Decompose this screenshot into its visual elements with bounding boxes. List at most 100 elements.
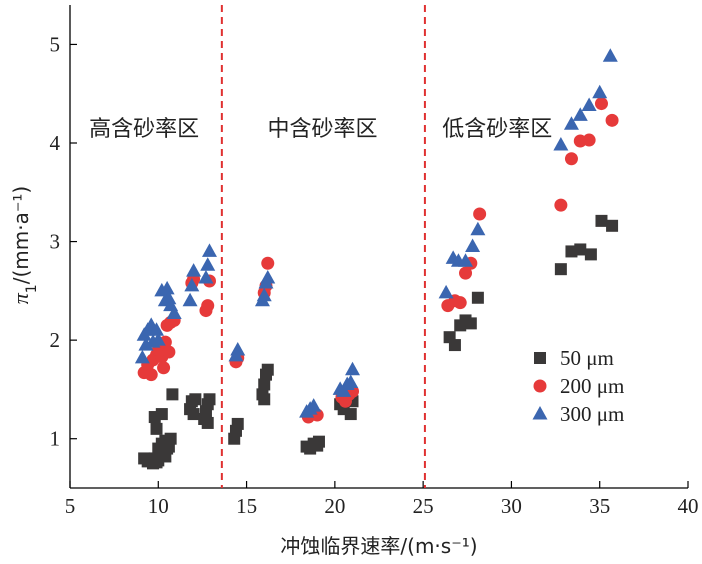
legend-label: 50 μm <box>560 346 614 370</box>
zone-label: 高含砂率区 <box>89 117 199 142</box>
legend-marker-square <box>534 352 546 364</box>
plot-frame <box>69 5 688 489</box>
data-point-circle <box>459 266 473 280</box>
data-point-square <box>201 416 214 429</box>
y-ticks: 1 2 3 4 5 <box>50 32 77 451</box>
data-point-triangle <box>166 305 182 320</box>
data-point-triangle <box>134 349 150 364</box>
x-tick-label: 35 <box>589 494 610 518</box>
data-point-circle <box>453 296 467 310</box>
data-point-triangle <box>336 383 352 397</box>
data-point-square <box>203 393 216 406</box>
data-point-square <box>258 378 271 391</box>
data-point-square <box>189 393 202 406</box>
data-point-circle <box>554 198 568 212</box>
data-point-triangle <box>343 374 359 389</box>
data-point-square <box>150 422 163 435</box>
data-point-triangle <box>470 221 486 236</box>
data-point-triangle <box>260 270 276 284</box>
data-point-square <box>164 432 177 445</box>
svg-text:π1/(mm·a⁻¹): π1/(mm·a⁻¹) <box>8 186 40 304</box>
y-tick-label: 4 <box>50 131 61 155</box>
series-triangle <box>134 48 618 418</box>
y-tick-label: 3 <box>50 230 61 254</box>
data-point-triangle <box>198 270 214 284</box>
data-point-triangle <box>553 136 569 151</box>
y-tick-label: 2 <box>50 328 61 352</box>
data-point-triangle <box>581 97 597 112</box>
data-point-square <box>595 214 608 227</box>
legend: 50 μm 200 μm 300 μm <box>532 346 624 426</box>
y-tick-label: 1 <box>50 427 61 451</box>
data-point-square <box>448 339 461 352</box>
data-point-triangle <box>458 253 474 267</box>
data-point-circle <box>594 97 608 111</box>
x-tick-label: 15 <box>236 494 257 518</box>
data-point-triangle <box>201 243 217 257</box>
data-point-triangle <box>572 107 588 121</box>
x-ticks: 5 10 15 20 25 30 35 40 <box>65 481 699 518</box>
zone-dividers <box>220 5 426 488</box>
data-point-triangle <box>306 398 322 412</box>
data-point-circle <box>201 299 215 313</box>
data-point-square <box>312 435 325 448</box>
data-point-square <box>155 408 168 421</box>
data-point-square <box>344 408 357 421</box>
zone-label: 低含砂率区 <box>442 117 552 142</box>
y-tick-label: 5 <box>50 32 61 56</box>
series-circle <box>137 97 619 424</box>
x-tick-label: 10 <box>148 494 169 518</box>
data-point-circle <box>162 345 176 359</box>
data-point-triangle <box>186 263 202 277</box>
data-point-circle <box>473 207 487 221</box>
data-point-triangle <box>184 277 200 292</box>
data-point-triangle <box>149 322 165 336</box>
data-point-circle <box>605 113 619 127</box>
data-point-circle <box>582 133 596 147</box>
series-square <box>138 214 619 470</box>
data-point-triangle <box>465 238 481 252</box>
data-point-triangle <box>161 290 177 305</box>
data-point-square <box>584 248 597 261</box>
data-point-triangle <box>563 116 579 130</box>
data-point-triangle <box>345 361 361 376</box>
x-tick-label: 5 <box>65 494 76 518</box>
data-point-square <box>606 219 619 232</box>
data-point-triangle <box>256 287 272 302</box>
data-point-triangle <box>182 292 198 307</box>
data-point-square <box>187 408 200 421</box>
data-point-triangle <box>159 280 175 295</box>
data-point-circle <box>564 152 578 166</box>
data-point-circle <box>261 256 275 270</box>
data-point-square <box>258 393 271 406</box>
x-tick-label: 25 <box>413 494 434 518</box>
data-point-triangle <box>592 84 608 99</box>
legend-label: 300 μm <box>560 402 624 426</box>
x-tick-label: 20 <box>324 494 345 518</box>
legend-marker-circle <box>533 379 547 393</box>
data-point-square <box>166 388 179 401</box>
data-point-square <box>471 291 484 304</box>
data-point-triangle <box>602 48 618 62</box>
data-point-circle <box>144 368 158 382</box>
data-point-square <box>231 417 244 430</box>
data-point-triangle <box>150 332 166 346</box>
data-point-square <box>464 317 477 330</box>
x-tick-label: 30 <box>501 494 522 518</box>
data-point-triangle <box>230 342 246 356</box>
zone-label: 中含砂率区 <box>267 117 377 142</box>
data-points <box>134 48 619 470</box>
y-axis-unit: /(mm·a⁻¹) <box>9 186 33 285</box>
data-point-square <box>574 243 587 256</box>
data-point-square <box>261 363 274 376</box>
data-point-triangle <box>438 284 454 299</box>
y-axis-symbol: π <box>8 292 33 304</box>
legend-marker-triangle <box>532 406 548 420</box>
zone-labels: 高含砂率区 中含砂率区 低含砂率区 <box>89 117 552 142</box>
data-point-triangle <box>200 257 216 271</box>
data-point-square <box>554 263 567 276</box>
x-tick-label: 40 <box>678 494 699 518</box>
y-axis-subscript: 1 <box>24 284 40 293</box>
y-axis-title: π1/(mm·a⁻¹) <box>8 186 40 304</box>
